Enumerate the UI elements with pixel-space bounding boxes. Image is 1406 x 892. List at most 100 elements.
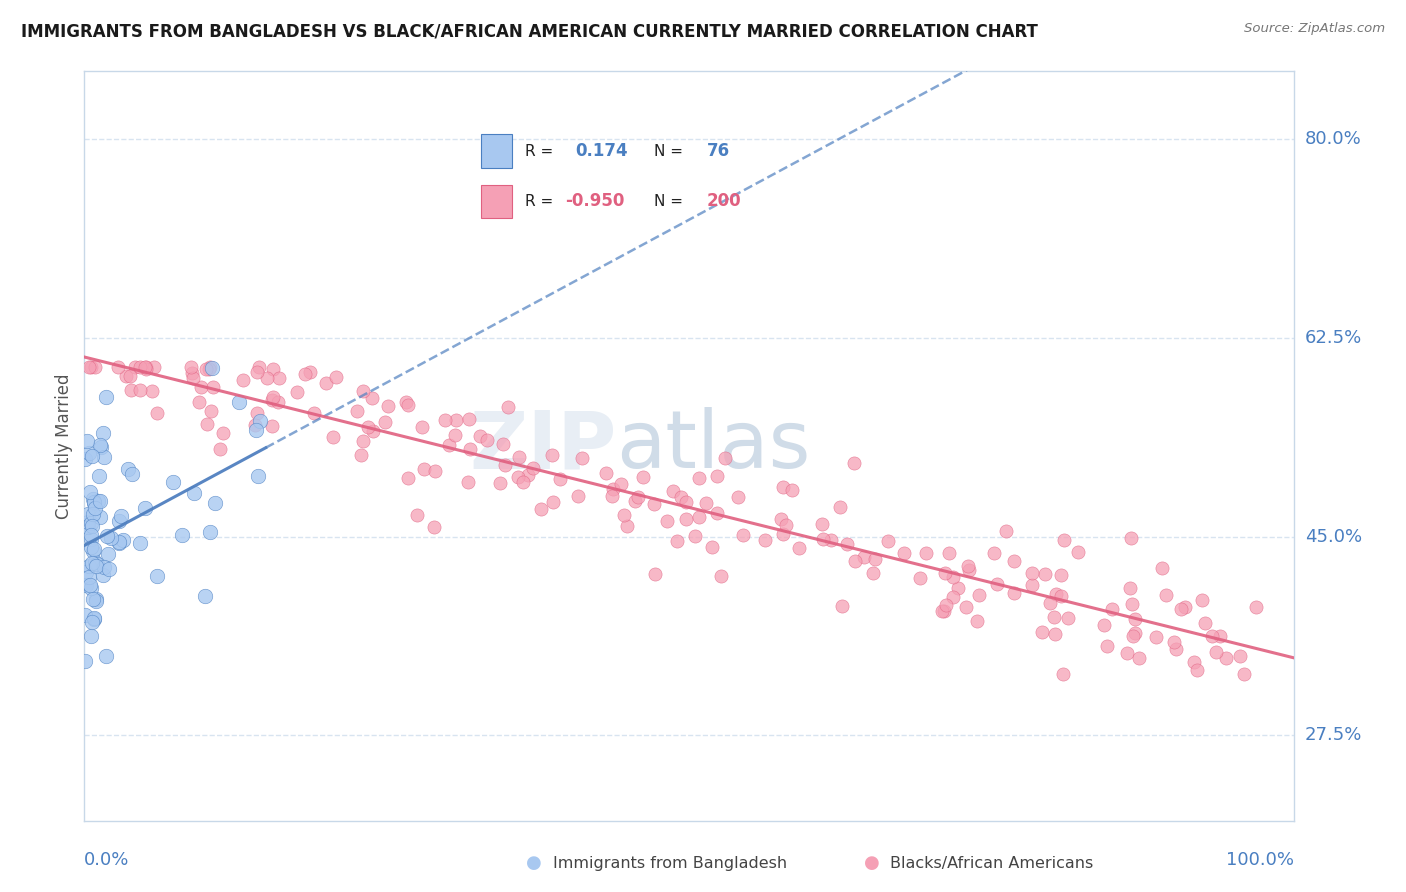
Point	[262, 361, 284, 376]
Point	[1185, 663, 1208, 677]
Point	[1031, 624, 1053, 639]
Point	[352, 434, 374, 449]
Point	[1166, 642, 1188, 657]
Point	[624, 494, 647, 508]
Point	[1144, 630, 1167, 644]
Point	[1246, 599, 1268, 614]
Text: 45.0%: 45.0%	[1305, 528, 1362, 546]
Point	[398, 471, 420, 485]
Point	[1174, 599, 1197, 614]
Point	[73, 654, 96, 668]
Point	[110, 509, 132, 524]
Point	[934, 566, 956, 581]
Point	[908, 571, 931, 585]
Text: 27.5%: 27.5%	[1305, 726, 1362, 745]
Text: IMMIGRANTS FROM BANGLADESH VS BLACK/AFRICAN AMERICAN CURRENTLY MARRIED CORRELATI: IMMIGRANTS FROM BANGLADESH VS BLACK/AFRI…	[21, 22, 1038, 40]
Point	[657, 514, 679, 528]
Point	[260, 418, 283, 433]
Point	[820, 533, 842, 547]
Point	[595, 466, 617, 480]
Point	[935, 598, 957, 612]
Point	[80, 629, 103, 643]
Point	[100, 532, 122, 546]
Point	[209, 442, 232, 456]
Point	[93, 560, 115, 574]
Text: Blacks/African Americans: Blacks/African Americans	[890, 856, 1094, 871]
Point	[787, 541, 810, 555]
Point	[346, 404, 368, 418]
Point	[983, 546, 1005, 560]
Point	[602, 482, 624, 496]
Point	[685, 528, 707, 542]
Point	[831, 599, 853, 613]
Point	[97, 547, 120, 561]
Point	[1043, 627, 1066, 641]
Point	[76, 434, 98, 448]
Point	[506, 470, 529, 484]
Point	[772, 526, 794, 541]
Point	[1053, 533, 1076, 547]
Point	[1066, 545, 1088, 559]
Text: 0.0%: 0.0%	[84, 851, 129, 869]
Point	[204, 496, 226, 510]
Point	[83, 542, 105, 557]
Point	[700, 540, 723, 554]
Point	[76, 520, 98, 534]
Point	[79, 485, 101, 500]
Point	[325, 370, 347, 384]
Point	[915, 546, 938, 560]
Point	[893, 546, 915, 560]
Point	[183, 485, 205, 500]
Point	[468, 429, 491, 443]
Point	[82, 508, 104, 522]
Point	[512, 475, 534, 489]
Point	[1229, 648, 1251, 663]
Point	[249, 413, 271, 427]
Point	[86, 494, 108, 508]
Point	[1057, 610, 1080, 624]
Point	[1052, 667, 1074, 681]
Point	[946, 581, 969, 595]
Point	[80, 532, 103, 546]
Point	[706, 507, 728, 521]
Point	[508, 450, 530, 464]
Point	[262, 390, 284, 404]
Point	[567, 489, 589, 503]
Point	[1002, 586, 1025, 600]
Point	[986, 577, 1008, 591]
Point	[754, 533, 776, 548]
Point	[571, 451, 593, 466]
Point	[120, 368, 142, 383]
Point	[931, 604, 953, 618]
Point	[79, 446, 101, 460]
Point	[245, 424, 267, 438]
Point	[198, 524, 221, 539]
Point	[146, 569, 169, 583]
Point	[1156, 588, 1178, 602]
Point	[675, 495, 697, 509]
Point	[228, 395, 250, 409]
Point	[83, 612, 105, 626]
Point	[1122, 629, 1144, 643]
Point	[377, 399, 399, 413]
Point	[84, 501, 107, 516]
Point	[1095, 639, 1118, 653]
Point	[172, 528, 194, 542]
Point	[246, 469, 269, 483]
Point	[194, 589, 217, 603]
Point	[1194, 615, 1216, 630]
Point	[195, 417, 218, 431]
Point	[522, 461, 544, 475]
Point	[517, 467, 540, 482]
Point	[128, 535, 150, 549]
Point	[541, 448, 564, 462]
Point	[75, 578, 97, 592]
Point	[245, 418, 267, 433]
Point	[396, 398, 419, 412]
Text: Source: ZipAtlas.com: Source: ZipAtlas.com	[1244, 22, 1385, 36]
Point	[1182, 656, 1205, 670]
Point	[706, 469, 728, 483]
Point	[675, 512, 697, 526]
Point	[363, 424, 385, 438]
Point	[285, 384, 308, 399]
